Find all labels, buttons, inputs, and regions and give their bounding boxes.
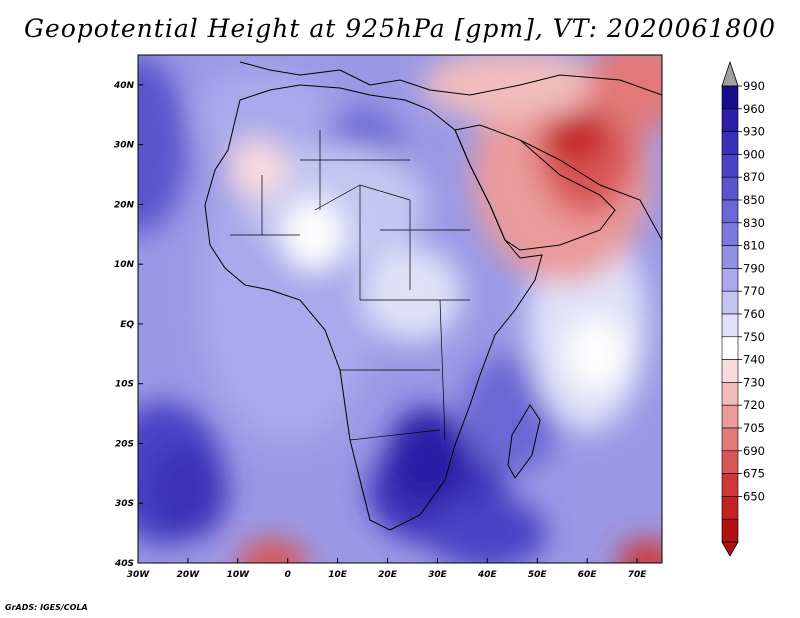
colorbar-label: 850 xyxy=(743,193,765,207)
colorbar-label: 770 xyxy=(743,284,765,298)
colorbar-swatch xyxy=(721,473,739,497)
colorbar-swatch xyxy=(721,427,739,452)
colorbar-swatch xyxy=(721,496,739,520)
field-blob xyxy=(387,407,468,504)
field-blob xyxy=(237,539,308,563)
africa-coastline xyxy=(204,84,543,531)
colorbar-swatch xyxy=(721,245,739,269)
lat-tick-label: 30N xyxy=(114,141,135,151)
colorbar-swatch xyxy=(721,154,739,178)
lon-tick-label: 30E xyxy=(428,570,448,580)
field-blob xyxy=(462,353,563,474)
lon-tick-label: 30W xyxy=(127,570,151,580)
colorbar-label: 675 xyxy=(743,467,765,481)
colorbar-swatch xyxy=(721,359,739,383)
lon-tick-label: 70E xyxy=(628,570,648,580)
grads-credit: GrADS: IGES/COLA xyxy=(5,603,88,612)
colorbar-swatch xyxy=(721,404,739,429)
lon-tick-label: 10E xyxy=(328,570,348,580)
colorbar-label: 740 xyxy=(743,353,765,367)
lat-tick-label: 10S xyxy=(115,380,134,390)
colorbar-swatch xyxy=(721,290,739,315)
internal-borders xyxy=(230,130,470,441)
field-blob xyxy=(587,55,662,133)
field-blob xyxy=(282,198,343,271)
lon-tick-label: 10W xyxy=(227,570,251,580)
lat-tick-label: 20S xyxy=(115,439,134,449)
colorbar-swatch xyxy=(721,108,739,132)
colorbar-swatch xyxy=(721,199,739,224)
longitude-axis: 30W 20W 10W 0 10E 20E 30E 40E 50E 60E 70E xyxy=(127,558,647,580)
lon-tick-label: 0 xyxy=(285,570,291,580)
lat-tick-label: 40N xyxy=(113,81,135,91)
field-blob xyxy=(422,55,603,121)
lat-tick-label: 10N xyxy=(114,260,135,270)
colorbar-label: 990 xyxy=(743,79,765,93)
colorbar: 990 960 930 900 870 850 830 810 790 770 760 750 740 7… xyxy=(721,60,765,557)
colorbar-swatch xyxy=(721,222,739,246)
field-blob xyxy=(227,138,288,199)
iran-coast xyxy=(519,139,662,241)
lon-tick-label: 40E xyxy=(477,570,498,580)
madagascar xyxy=(507,404,541,479)
colorbar-label: 650 xyxy=(743,489,765,503)
colorbar-swatch xyxy=(721,131,739,155)
lon-tick-label: 20E xyxy=(378,570,398,580)
field-blob xyxy=(147,443,228,540)
colorbar-swatch xyxy=(721,313,739,338)
lat-tick-label: 20N xyxy=(114,200,135,210)
colorbar-swatch xyxy=(721,268,739,292)
colorbar-label: 705 xyxy=(743,421,765,435)
colorbar-label: 720 xyxy=(743,398,765,412)
plot-frame xyxy=(137,54,663,564)
field-blob xyxy=(192,66,333,163)
lon-tick-label: 50E xyxy=(528,570,548,580)
field-blob xyxy=(138,55,188,235)
map-title: Geopotential Height at 925hPa [gpm], VT:… xyxy=(23,14,777,43)
colorbar-label: 870 xyxy=(743,170,765,184)
field-blob xyxy=(362,246,463,342)
colorbar-swatch xyxy=(721,450,739,474)
field-blob xyxy=(567,317,628,390)
field-blob xyxy=(427,497,548,563)
colorbar-swatch xyxy=(721,336,739,360)
colorbar-under-triangle xyxy=(721,541,739,557)
colorbar-label: 790 xyxy=(743,261,765,275)
colorbar-swatch xyxy=(721,382,739,406)
lat-tick-label: 30S xyxy=(115,499,134,509)
colorbar-swatch xyxy=(721,176,739,201)
field-blob xyxy=(617,539,662,563)
colorbar-label: 930 xyxy=(743,125,765,139)
coastlines-and-borders xyxy=(204,61,662,531)
mediterranean-north xyxy=(239,61,662,96)
lon-tick-label: 20W xyxy=(177,570,201,580)
colorbar-label: 960 xyxy=(743,102,765,116)
colorbar-label: 810 xyxy=(743,239,765,253)
colorbar-label: 760 xyxy=(743,307,765,321)
colorbar-label: 830 xyxy=(743,216,765,230)
colorbar-swatch xyxy=(721,518,739,543)
colorbar-label: 690 xyxy=(743,444,765,458)
colorbar-label: 900 xyxy=(743,147,765,161)
height-field xyxy=(138,55,662,563)
colorbar-over-triangle xyxy=(721,60,739,87)
lat-tick-label: 40S xyxy=(114,559,134,569)
lat-tick-label: EQ xyxy=(120,320,134,330)
lon-tick-label: 60E xyxy=(578,570,598,580)
latitude-axis: 40N 30N 20N 10N EQ 10S 20S 30S 40S xyxy=(113,81,143,569)
colorbar-label: 730 xyxy=(743,375,765,389)
colorbar-label: 750 xyxy=(743,330,765,344)
colorbar-swatch xyxy=(721,85,739,110)
